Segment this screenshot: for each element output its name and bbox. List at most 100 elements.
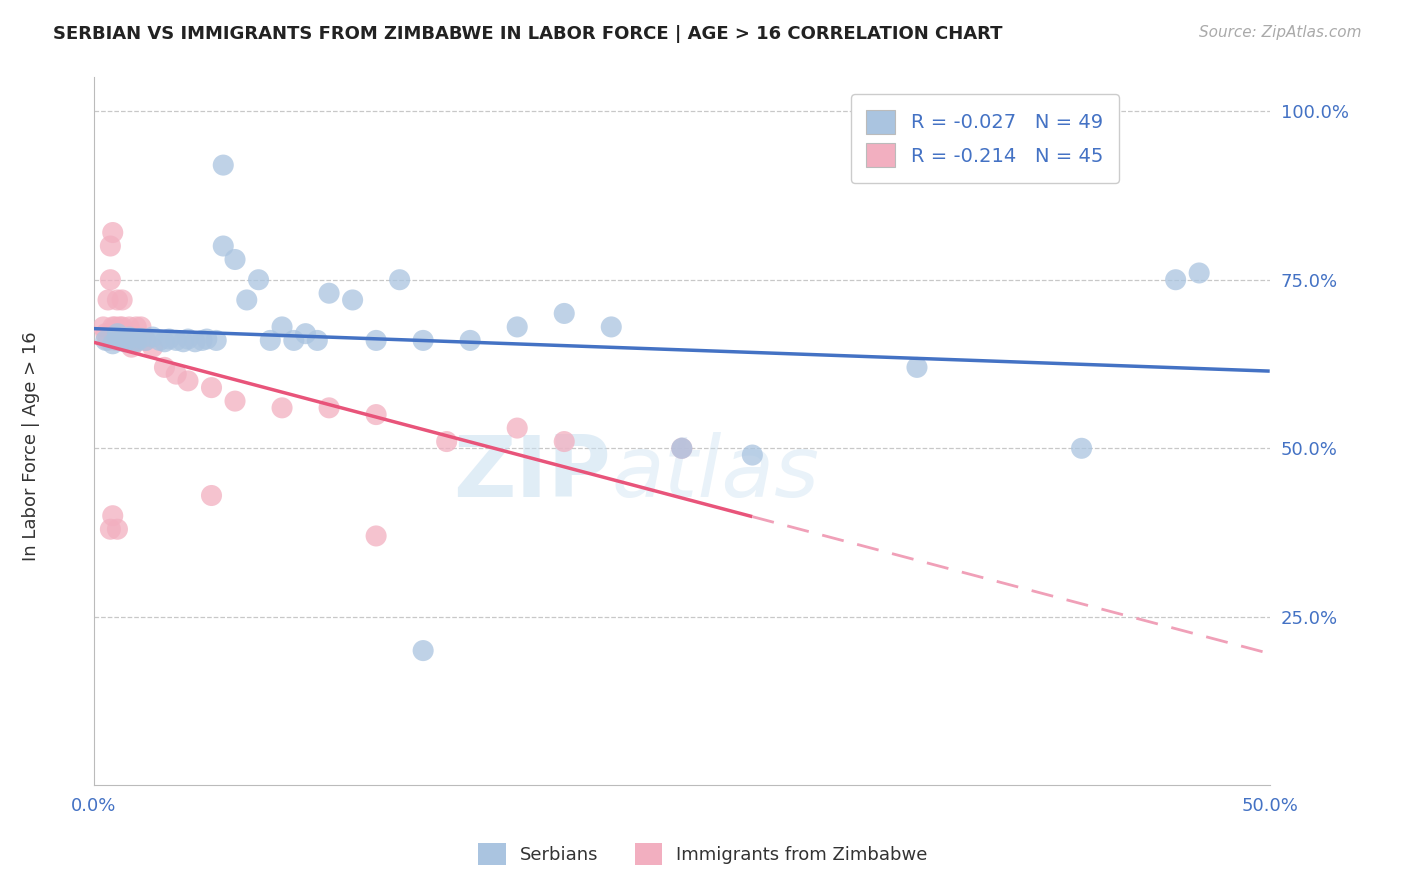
Point: [165, 367, 187, 381]
Point: [114, 326, 136, 341]
Point: [191, 334, 214, 348]
Point: [97, 293, 120, 307]
Point: [366, 408, 388, 422]
Point: [1164, 273, 1187, 287]
Point: [905, 360, 928, 375]
Point: [224, 252, 246, 267]
Point: [506, 320, 529, 334]
Point: [205, 334, 228, 348]
Point: [271, 401, 294, 415]
Point: [200, 381, 222, 395]
Point: [111, 320, 134, 334]
Text: In Labor Force | Age > 16: In Labor Force | Age > 16: [22, 331, 39, 561]
Point: [114, 334, 136, 349]
Point: [125, 334, 148, 348]
Point: [307, 334, 329, 348]
Point: [177, 374, 200, 388]
Point: [94, 334, 117, 348]
Point: [200, 488, 222, 502]
Point: [129, 331, 152, 345]
Point: [671, 442, 693, 456]
Point: [165, 334, 187, 348]
Point: [108, 320, 131, 334]
Point: [104, 320, 127, 334]
Point: [135, 334, 157, 348]
Point: [101, 336, 124, 351]
Point: [107, 326, 129, 341]
Point: [107, 293, 129, 307]
Point: [121, 340, 143, 354]
Point: [271, 320, 294, 334]
Point: [125, 320, 148, 334]
Point: [129, 320, 152, 334]
Point: [553, 434, 575, 449]
Point: [115, 334, 138, 348]
Point: [118, 330, 141, 344]
Point: [125, 334, 148, 348]
Point: [101, 226, 124, 240]
Point: [142, 340, 165, 354]
Point: [366, 334, 388, 348]
Point: [1188, 266, 1211, 280]
Point: [94, 326, 117, 341]
Point: [388, 273, 411, 287]
Point: [318, 401, 340, 415]
Text: SERBIAN VS IMMIGRANTS FROM ZIMBABWE IN LABOR FORCE | AGE > 16 CORRELATION CHART: SERBIAN VS IMMIGRANTS FROM ZIMBABWE IN L…: [53, 25, 1002, 43]
Point: [135, 334, 157, 348]
Point: [247, 273, 270, 287]
Point: [172, 334, 194, 349]
Point: [195, 332, 218, 346]
Point: [436, 434, 458, 449]
Text: atlas: atlas: [612, 433, 820, 516]
Point: [671, 442, 693, 456]
Point: [366, 529, 388, 543]
Text: Source: ZipAtlas.com: Source: ZipAtlas.com: [1198, 25, 1361, 40]
Point: [114, 334, 136, 348]
Point: [125, 334, 148, 349]
Point: [283, 334, 305, 348]
Point: [100, 273, 122, 287]
Point: [107, 330, 129, 344]
Point: [100, 522, 122, 536]
Point: [118, 320, 141, 334]
Point: [142, 330, 165, 344]
Point: [741, 448, 763, 462]
Point: [101, 320, 124, 334]
Point: [600, 320, 623, 334]
Point: [342, 293, 364, 307]
Point: [91, 320, 114, 334]
Point: [118, 332, 141, 346]
Point: [149, 334, 172, 348]
Point: [412, 334, 434, 348]
Point: [412, 643, 434, 657]
Point: [212, 158, 235, 172]
Point: [100, 239, 122, 253]
Point: [1070, 442, 1092, 456]
Point: [184, 334, 207, 349]
Point: [101, 326, 124, 341]
Legend: R = -0.027   N = 49, R = -0.214   N = 45: R = -0.027 N = 49, R = -0.214 N = 45: [851, 95, 1119, 183]
Point: [236, 293, 259, 307]
Point: [506, 421, 529, 435]
Point: [212, 239, 235, 253]
Point: [104, 334, 127, 348]
Text: ZIP: ZIP: [454, 433, 612, 516]
Point: [294, 326, 316, 341]
Point: [458, 334, 481, 348]
Legend: Serbians, Immigrants from Zimbabwe: Serbians, Immigrants from Zimbabwe: [471, 836, 935, 872]
Point: [97, 334, 120, 348]
Point: [111, 334, 134, 348]
Point: [118, 334, 141, 348]
Point: [153, 360, 176, 375]
Point: [224, 394, 246, 409]
Point: [177, 332, 200, 346]
Point: [259, 334, 281, 348]
Point: [101, 508, 124, 523]
Point: [318, 286, 340, 301]
Point: [108, 334, 131, 348]
Point: [553, 306, 575, 320]
Point: [107, 334, 129, 348]
Point: [111, 293, 134, 307]
Point: [153, 334, 176, 349]
Point: [157, 332, 180, 346]
